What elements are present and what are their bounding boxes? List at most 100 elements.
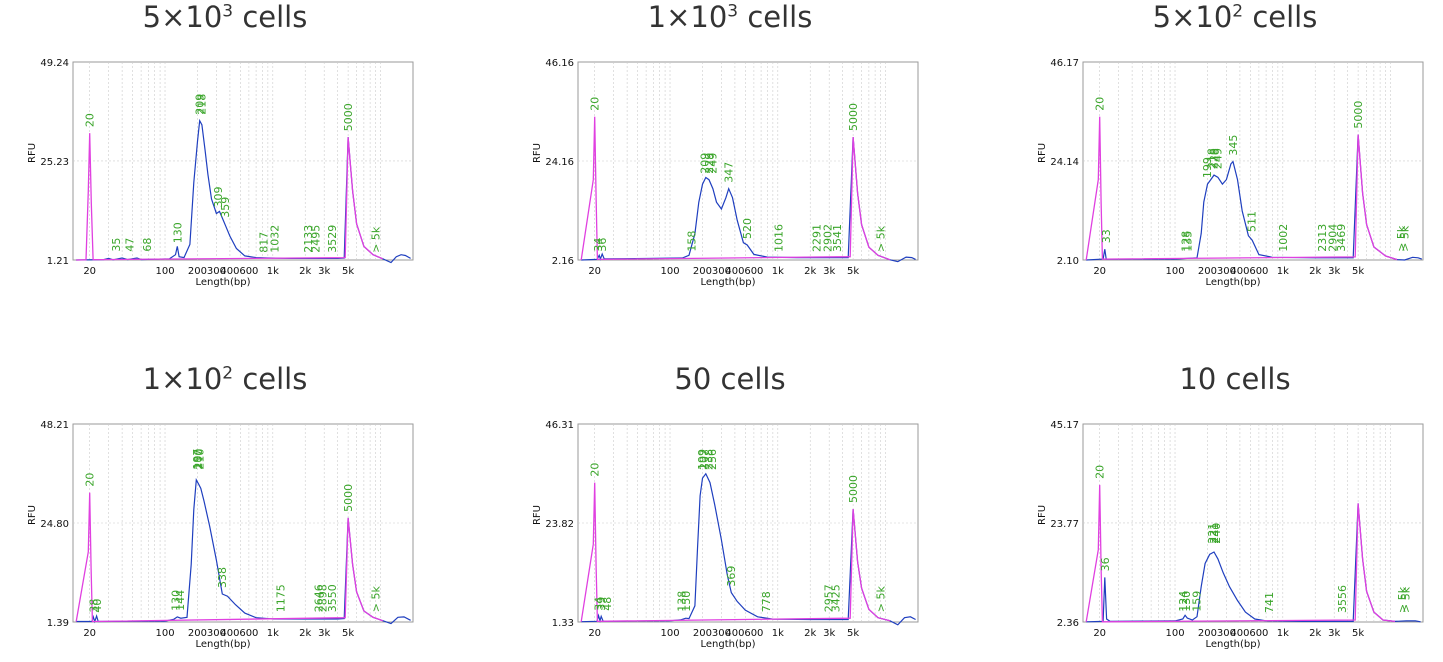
peak-label: 5000 [342, 484, 355, 512]
x-tick-label: 1k [267, 266, 279, 277]
peak-label: 5000 [847, 475, 860, 503]
x-tick-label: 20 [1093, 266, 1106, 277]
x-tick-label: 5k [1352, 628, 1364, 639]
peak-label: 228 [1208, 148, 1221, 169]
x-tick-label: 400 [1230, 266, 1249, 277]
peak-label: 200 [192, 449, 205, 470]
marker-trace [580, 482, 891, 622]
x-tick-label: 1k [267, 628, 279, 639]
peak-label: 1032 [268, 225, 281, 253]
peak-label: 2957 [823, 584, 836, 612]
chart-title: 1×102 cells [142, 362, 308, 396]
peak-label: 33 [1100, 229, 1113, 243]
y-tick-label: 23.82 [545, 519, 574, 530]
x-tick-label: 2k [1309, 628, 1321, 639]
peak-label: 36 [596, 238, 609, 252]
y-axis-label: RFU [1037, 505, 1048, 525]
y-axis-label: RFU [532, 505, 543, 525]
x-tick-label: 100 [1165, 628, 1184, 639]
x-tick-label: 300 [1217, 266, 1236, 277]
chart-panel-10-cells: 10 cells 45.17 23.77 2.36 20 100 200 300 400 600… [1025, 362, 1443, 662]
x-tick-label: 3k [1328, 628, 1340, 639]
peak-label: > 5k [875, 585, 888, 612]
x-axis-label: Length(bp) [196, 639, 251, 650]
peak-label: 40 [91, 599, 104, 613]
x-tick-label: 300 [712, 628, 731, 639]
peak-label: 2495 [310, 225, 323, 253]
chart-panel-5e3-cells: 5×103 cells 49.24 25.23 1.21 20 100 200 300 400… [15, 0, 435, 300]
peak-label: 3541 [831, 224, 844, 252]
peak-label: 159 [1191, 591, 1204, 612]
peak-label: 249 [1212, 148, 1225, 169]
x-tick-label: 5k [1352, 266, 1364, 277]
peak-label: 221 [1206, 523, 1219, 544]
peak-label: 218 [196, 94, 209, 115]
peak-label: 47 [124, 238, 137, 252]
peak-label: 48 [601, 597, 614, 611]
peak-label: 207 [698, 449, 711, 470]
x-tick-label: 20 [83, 628, 96, 639]
y-tick-label: 1.21 [47, 256, 69, 267]
y-tick-label: 45.17 [1050, 420, 1079, 431]
peak-label: 20 [84, 473, 97, 487]
peak-label: 2291 [811, 224, 824, 252]
peak-label: 1002 [1277, 224, 1290, 252]
chart-panel-1e2-cells: 1×102 cells 48.21 24.80 1.39 20 100 200 300 400… [15, 362, 435, 662]
peak-label: 511 [1245, 211, 1258, 232]
x-tick-label: 600 [1249, 628, 1268, 639]
y-tick-label: 24.80 [40, 519, 69, 530]
peak-label: 20 [589, 463, 602, 477]
y-axis-label: RFU [1037, 143, 1048, 163]
peak-label: > 5k [1399, 225, 1412, 252]
peak-label: 240 [1210, 523, 1223, 544]
x-tick-label: 300 [1217, 628, 1236, 639]
peak-label: 741 [1263, 592, 1276, 613]
x-tick-label: 100 [660, 628, 679, 639]
chart-title: 1×103 cells [647, 0, 813, 34]
peak-label: 309 [212, 187, 225, 208]
y-tick-label: 24.16 [545, 157, 574, 168]
x-axis-label: Length(bp) [701, 277, 756, 288]
peak-label: 144 [174, 590, 187, 611]
marker-trace [76, 133, 384, 261]
y-tick-label: 48.21 [40, 420, 69, 431]
peak-label: 2898 [317, 584, 330, 612]
peak-label: 347 [722, 162, 735, 183]
peak-label: 20 [84, 113, 97, 127]
peak-label: 38 [88, 599, 101, 613]
peak-label: 238 [703, 449, 716, 470]
x-axis-label: Length(bp) [196, 277, 251, 288]
peak-label: 817 [257, 232, 270, 253]
peak-label: 138 [676, 591, 689, 612]
x-tick-label: 600 [239, 266, 258, 277]
x-axis-label: Length(bp) [1206, 639, 1261, 650]
peak-label: 369 [725, 566, 738, 587]
peak-label: 2133 [302, 225, 315, 253]
marker-trace [75, 492, 384, 623]
chart-title: 10 cells [1179, 362, 1291, 396]
peak-label: 130 [170, 590, 183, 611]
peak-label: 34 [593, 597, 606, 611]
x-tick-label: 400 [220, 628, 239, 639]
x-tick-label: 20 [588, 628, 601, 639]
peak-label: 20 [1094, 465, 1107, 479]
peak-label: 2902 [822, 224, 835, 252]
x-tick-label: 300 [207, 266, 226, 277]
y-tick-label: 46.31 [545, 420, 574, 431]
x-tick-label: 200 [1198, 628, 1217, 639]
x-tick-label: 400 [220, 266, 239, 277]
x-tick-label: 600 [744, 628, 763, 639]
peak-label: 218 [1206, 148, 1219, 169]
peak-label: 36 [1099, 557, 1112, 571]
x-tick-label: 20 [588, 266, 601, 277]
x-tick-label: 2k [1309, 266, 1321, 277]
peak-label: 2646 [312, 584, 325, 612]
chart-panel-1e3-cells: 1×103 cells 46.16 24.16 2.16 20 100 200 300 400… [520, 0, 940, 300]
x-tick-label: 5k [342, 628, 354, 639]
peak-label: > 5k [370, 226, 383, 253]
y-axis-label: RFU [27, 143, 38, 163]
